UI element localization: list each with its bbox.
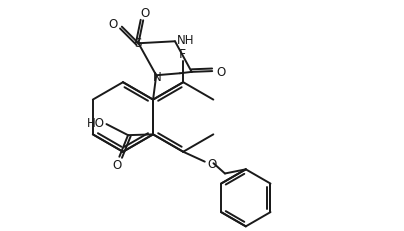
Text: O: O	[109, 18, 118, 31]
Text: O: O	[113, 158, 122, 171]
Text: HO: HO	[86, 116, 104, 129]
Text: O: O	[207, 157, 217, 170]
Text: O: O	[141, 7, 150, 20]
Text: N: N	[153, 70, 162, 83]
Text: F: F	[179, 48, 186, 61]
Text: S: S	[134, 37, 141, 50]
Text: NH: NH	[177, 34, 195, 47]
Text: O: O	[216, 65, 225, 78]
